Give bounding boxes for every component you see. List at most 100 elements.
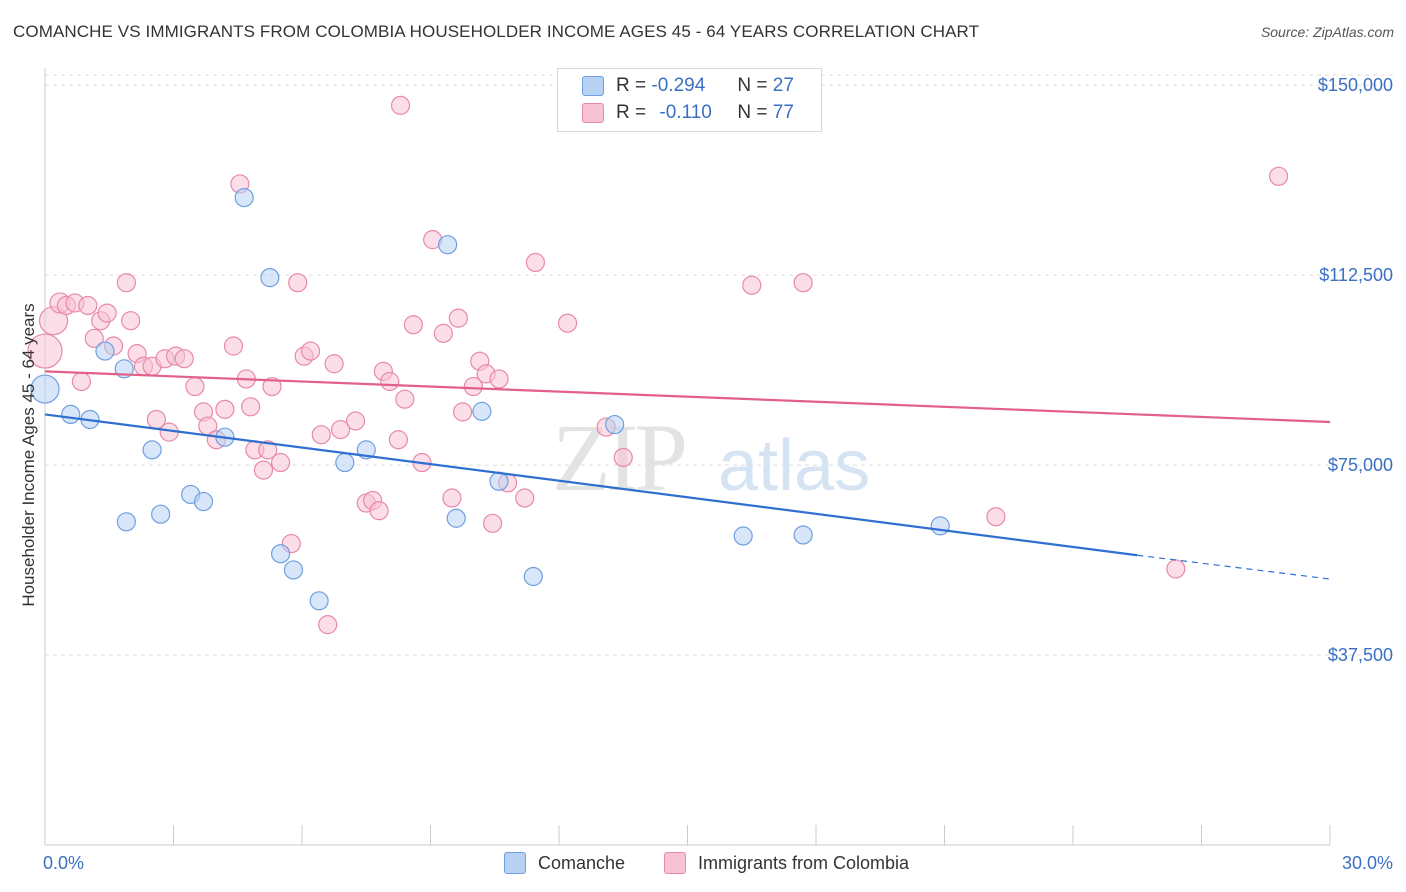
- comanche-trend-extension: [1137, 554, 1331, 580]
- x-tick-label-min: 0.0%: [43, 853, 84, 873]
- colombia-point: [71, 371, 92, 392]
- colombia-point: [448, 308, 468, 328]
- y-tick-label: $112,500: [1319, 265, 1393, 285]
- axes: [44, 68, 1331, 846]
- comanche-point: [523, 566, 543, 587]
- comanche-point: [30, 374, 60, 404]
- colombia-point: [489, 369, 509, 389]
- legend-item-colombia[interactable]: Immigrants from Colombia: [664, 852, 909, 874]
- watermark-atlas: atlas: [718, 426, 870, 506]
- y-axis-label: Householder Income Ages 45 - 64 years: [19, 303, 38, 606]
- comanche-point: [283, 560, 304, 580]
- colombia-point: [557, 313, 578, 333]
- colombia-point: [223, 336, 244, 356]
- comanche-point: [489, 471, 509, 491]
- comanche-point: [151, 504, 171, 524]
- legend-r-value: -0.110: [659, 102, 712, 123]
- colombia-point: [253, 460, 274, 480]
- colombia-point: [84, 328, 104, 349]
- comanche-point: [95, 341, 115, 361]
- colombia-point: [262, 376, 282, 397]
- colombia-point: [270, 452, 291, 473]
- colombia-point: [174, 349, 194, 369]
- colombia-point: [300, 341, 321, 361]
- legend-r-label: R =: [616, 102, 647, 123]
- colombia-legend-swatch: [664, 852, 686, 874]
- comanche-point: [605, 414, 625, 435]
- y-tick-labels: $37,500 $75,000 $112,500 $150,000: [1318, 75, 1393, 665]
- colombia-trend-line: [44, 370, 1331, 424]
- colombia-point: [324, 354, 344, 374]
- colombia-point: [318, 615, 338, 635]
- comanche-point: [793, 525, 813, 545]
- legend-row-colombia: R = -0.110 N = 77: [582, 100, 794, 126]
- colombia-point: [241, 397, 261, 417]
- comanche-point: [930, 516, 950, 536]
- grid-lines: [45, 74, 1395, 656]
- legend-r-value: -0.294: [651, 75, 706, 96]
- colombia-point: [1268, 166, 1289, 186]
- comanche-point: [142, 440, 162, 460]
- y-tick-label: $37,500: [1328, 645, 1393, 665]
- colombia-point: [453, 402, 473, 422]
- legend-row-comanche: R = -0.294 N = 27: [582, 73, 794, 99]
- colombia-point: [1166, 559, 1186, 579]
- series-legend: Comanche Immigrants from Colombia: [0, 852, 1406, 878]
- colombia-point: [388, 430, 408, 450]
- colombia-point: [483, 513, 503, 533]
- source-credit: Source: ZipAtlas.com: [1260, 24, 1394, 40]
- comanche-point: [335, 452, 355, 473]
- comanche-point: [270, 544, 291, 564]
- colombia-point: [380, 371, 400, 392]
- colombia-point: [442, 488, 462, 508]
- legend-item-comanche[interactable]: Comanche: [504, 852, 625, 874]
- comanche-point: [61, 404, 81, 425]
- colombia-point: [369, 501, 389, 521]
- comanche-point: [733, 526, 753, 546]
- x-tick-label-max: 30.0%: [1342, 853, 1393, 873]
- y-tick-label: $75,000: [1328, 455, 1393, 475]
- colombia-point: [288, 273, 308, 293]
- colombia-point: [78, 295, 98, 316]
- chart-title: COMANCHE VS IMMIGRANTS FROM COLOMBIA HOU…: [13, 22, 980, 41]
- legend-r-label: R =: [616, 75, 647, 96]
- comanche-point: [260, 268, 280, 288]
- legend-label-colombia: Immigrants from Colombia: [698, 852, 910, 873]
- legend-n-value: 27: [772, 75, 794, 96]
- comanche-point: [472, 401, 492, 421]
- comanche-swatch: [582, 76, 604, 96]
- correlation-legend: R = -0.294 N = 27 R = -0.110 N = 77: [557, 68, 822, 132]
- comanche-point: [309, 591, 329, 611]
- data-points: [27, 95, 1289, 635]
- colombia-point: [433, 323, 453, 343]
- colombia-point: [121, 311, 141, 331]
- legend-n-label: N =: [737, 75, 768, 96]
- comanche-point: [438, 235, 458, 255]
- legend-n-value: 77: [772, 102, 794, 123]
- colombia-point: [185, 376, 205, 397]
- comanche-legend-swatch: [504, 852, 526, 874]
- x-tick-labels: 0.0% 30.0%: [43, 853, 1393, 873]
- colombia-point: [390, 95, 411, 115]
- colombia-point: [116, 273, 136, 293]
- colombia-point: [27, 333, 63, 369]
- comanche-point: [193, 491, 214, 512]
- colombia-point: [986, 507, 1006, 527]
- colombia-point: [403, 315, 423, 335]
- legend-n-label: N =: [737, 102, 768, 123]
- colombia-point: [463, 376, 483, 397]
- colombia-swatch: [582, 103, 604, 123]
- colombia-point: [793, 273, 813, 293]
- comanche-point: [116, 512, 136, 532]
- colombia-point: [525, 252, 546, 273]
- colombia-point: [395, 389, 415, 409]
- legend-label-comanche: Comanche: [538, 852, 626, 873]
- comanche-point: [446, 508, 466, 528]
- trend-lines: [44, 370, 1331, 580]
- colombia-point: [742, 275, 762, 295]
- y-tick-label: $150,000: [1318, 75, 1393, 95]
- colombia-point: [613, 447, 633, 468]
- colombia-point: [97, 303, 117, 323]
- colombia-point: [258, 440, 278, 460]
